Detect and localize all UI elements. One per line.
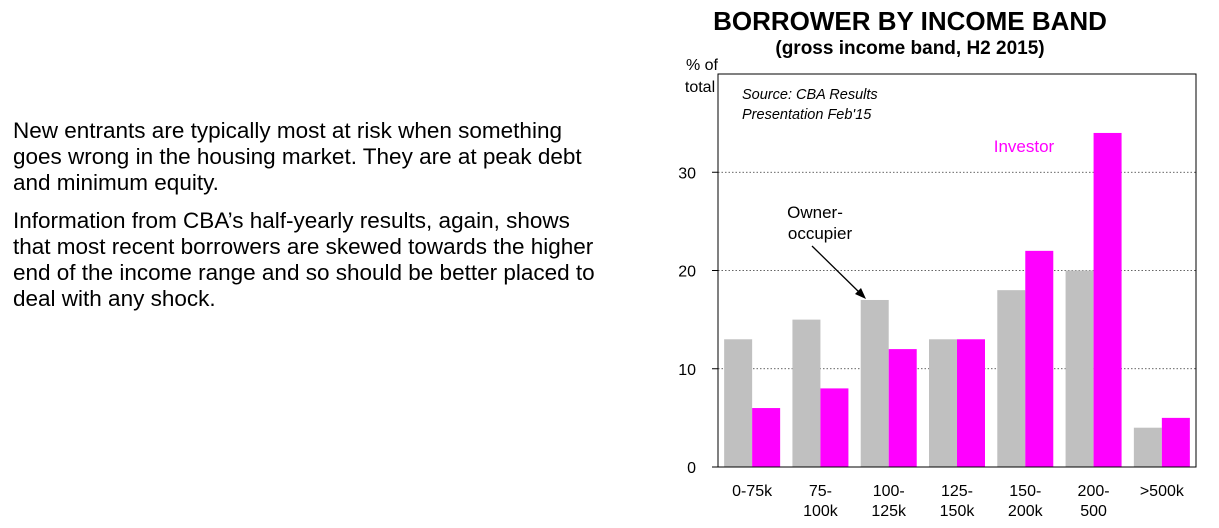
commentary-paragraph-1: New entrants are typically most at risk … bbox=[13, 118, 582, 195]
commentary: New entrants are typically most at risk … bbox=[13, 118, 613, 324]
legend-label-investor: Investor bbox=[994, 137, 1055, 156]
x-tick-label-3-line-1: 150k bbox=[940, 503, 976, 520]
bar-owner-occupier-5 bbox=[1065, 270, 1094, 467]
x-tick-label-2-line-1: 125k bbox=[871, 503, 907, 520]
y-tick-label-20: 20 bbox=[678, 264, 696, 281]
x-tick-label-6-line-0: >500k bbox=[1140, 483, 1185, 500]
owner-occupier-pointer-arrowhead bbox=[855, 288, 866, 299]
chart-subtitle: (gross income band, H2 2015) bbox=[775, 38, 1045, 59]
bar-investor-3 bbox=[957, 339, 985, 467]
x-tick-label-1-line-1: 100k bbox=[803, 503, 839, 520]
x-tick-label-5-line-0: 200- bbox=[1078, 483, 1110, 500]
y-tick-label-10: 10 bbox=[678, 362, 696, 379]
bar-investor-1 bbox=[820, 388, 849, 467]
legend-label-owner-occupier-line-2: occupier bbox=[788, 224, 853, 243]
bar-owner-occupier-2 bbox=[860, 299, 889, 467]
x-tick-label-5-line-1: 500 bbox=[1080, 503, 1107, 520]
bar-owner-occupier-3 bbox=[929, 339, 957, 467]
bar-owner-occupier-4 bbox=[997, 290, 1026, 467]
source-note-line-1: Source: CBA Results bbox=[742, 87, 878, 103]
bar-investor-6 bbox=[1161, 417, 1190, 467]
x-tick-label-4-line-1: 200k bbox=[1008, 503, 1044, 520]
bar-investor-4 bbox=[1025, 250, 1054, 467]
bar-owner-occupier-0 bbox=[724, 339, 753, 467]
bar-investor-0 bbox=[752, 408, 781, 467]
bar-owner-occupier-6 bbox=[1133, 427, 1162, 467]
y-axis-label-line-2: total bbox=[685, 79, 715, 96]
bar-investor-5 bbox=[1093, 132, 1122, 467]
x-tick-label-2-line-0: 100- bbox=[873, 483, 905, 500]
legend-label-owner-occupier-line-1: Owner- bbox=[787, 203, 843, 222]
chart-title: BORROWER BY INCOME BAND bbox=[713, 6, 1107, 36]
y-tick-label-0: 0 bbox=[687, 460, 696, 477]
y-tick-label-30: 30 bbox=[678, 165, 696, 182]
bar-investor-2 bbox=[888, 349, 917, 467]
commentary-paragraph-2: Information from CBA’s half-yearly resul… bbox=[13, 208, 595, 311]
y-axis-label-line-1: % of bbox=[686, 57, 719, 74]
source-note-line-2: Presentation Feb'15 bbox=[742, 107, 872, 123]
x-tick-label-1-line-0: 75- bbox=[809, 483, 832, 500]
x-tick-label-3-line-0: 125- bbox=[941, 483, 973, 500]
x-tick-label-0-line-0: 0-75k bbox=[732, 483, 773, 500]
owner-occupier-pointer-arrow bbox=[811, 245, 863, 296]
x-tick-label-4-line-0: 150- bbox=[1009, 483, 1041, 500]
bar-owner-occupier-1 bbox=[792, 319, 821, 467]
